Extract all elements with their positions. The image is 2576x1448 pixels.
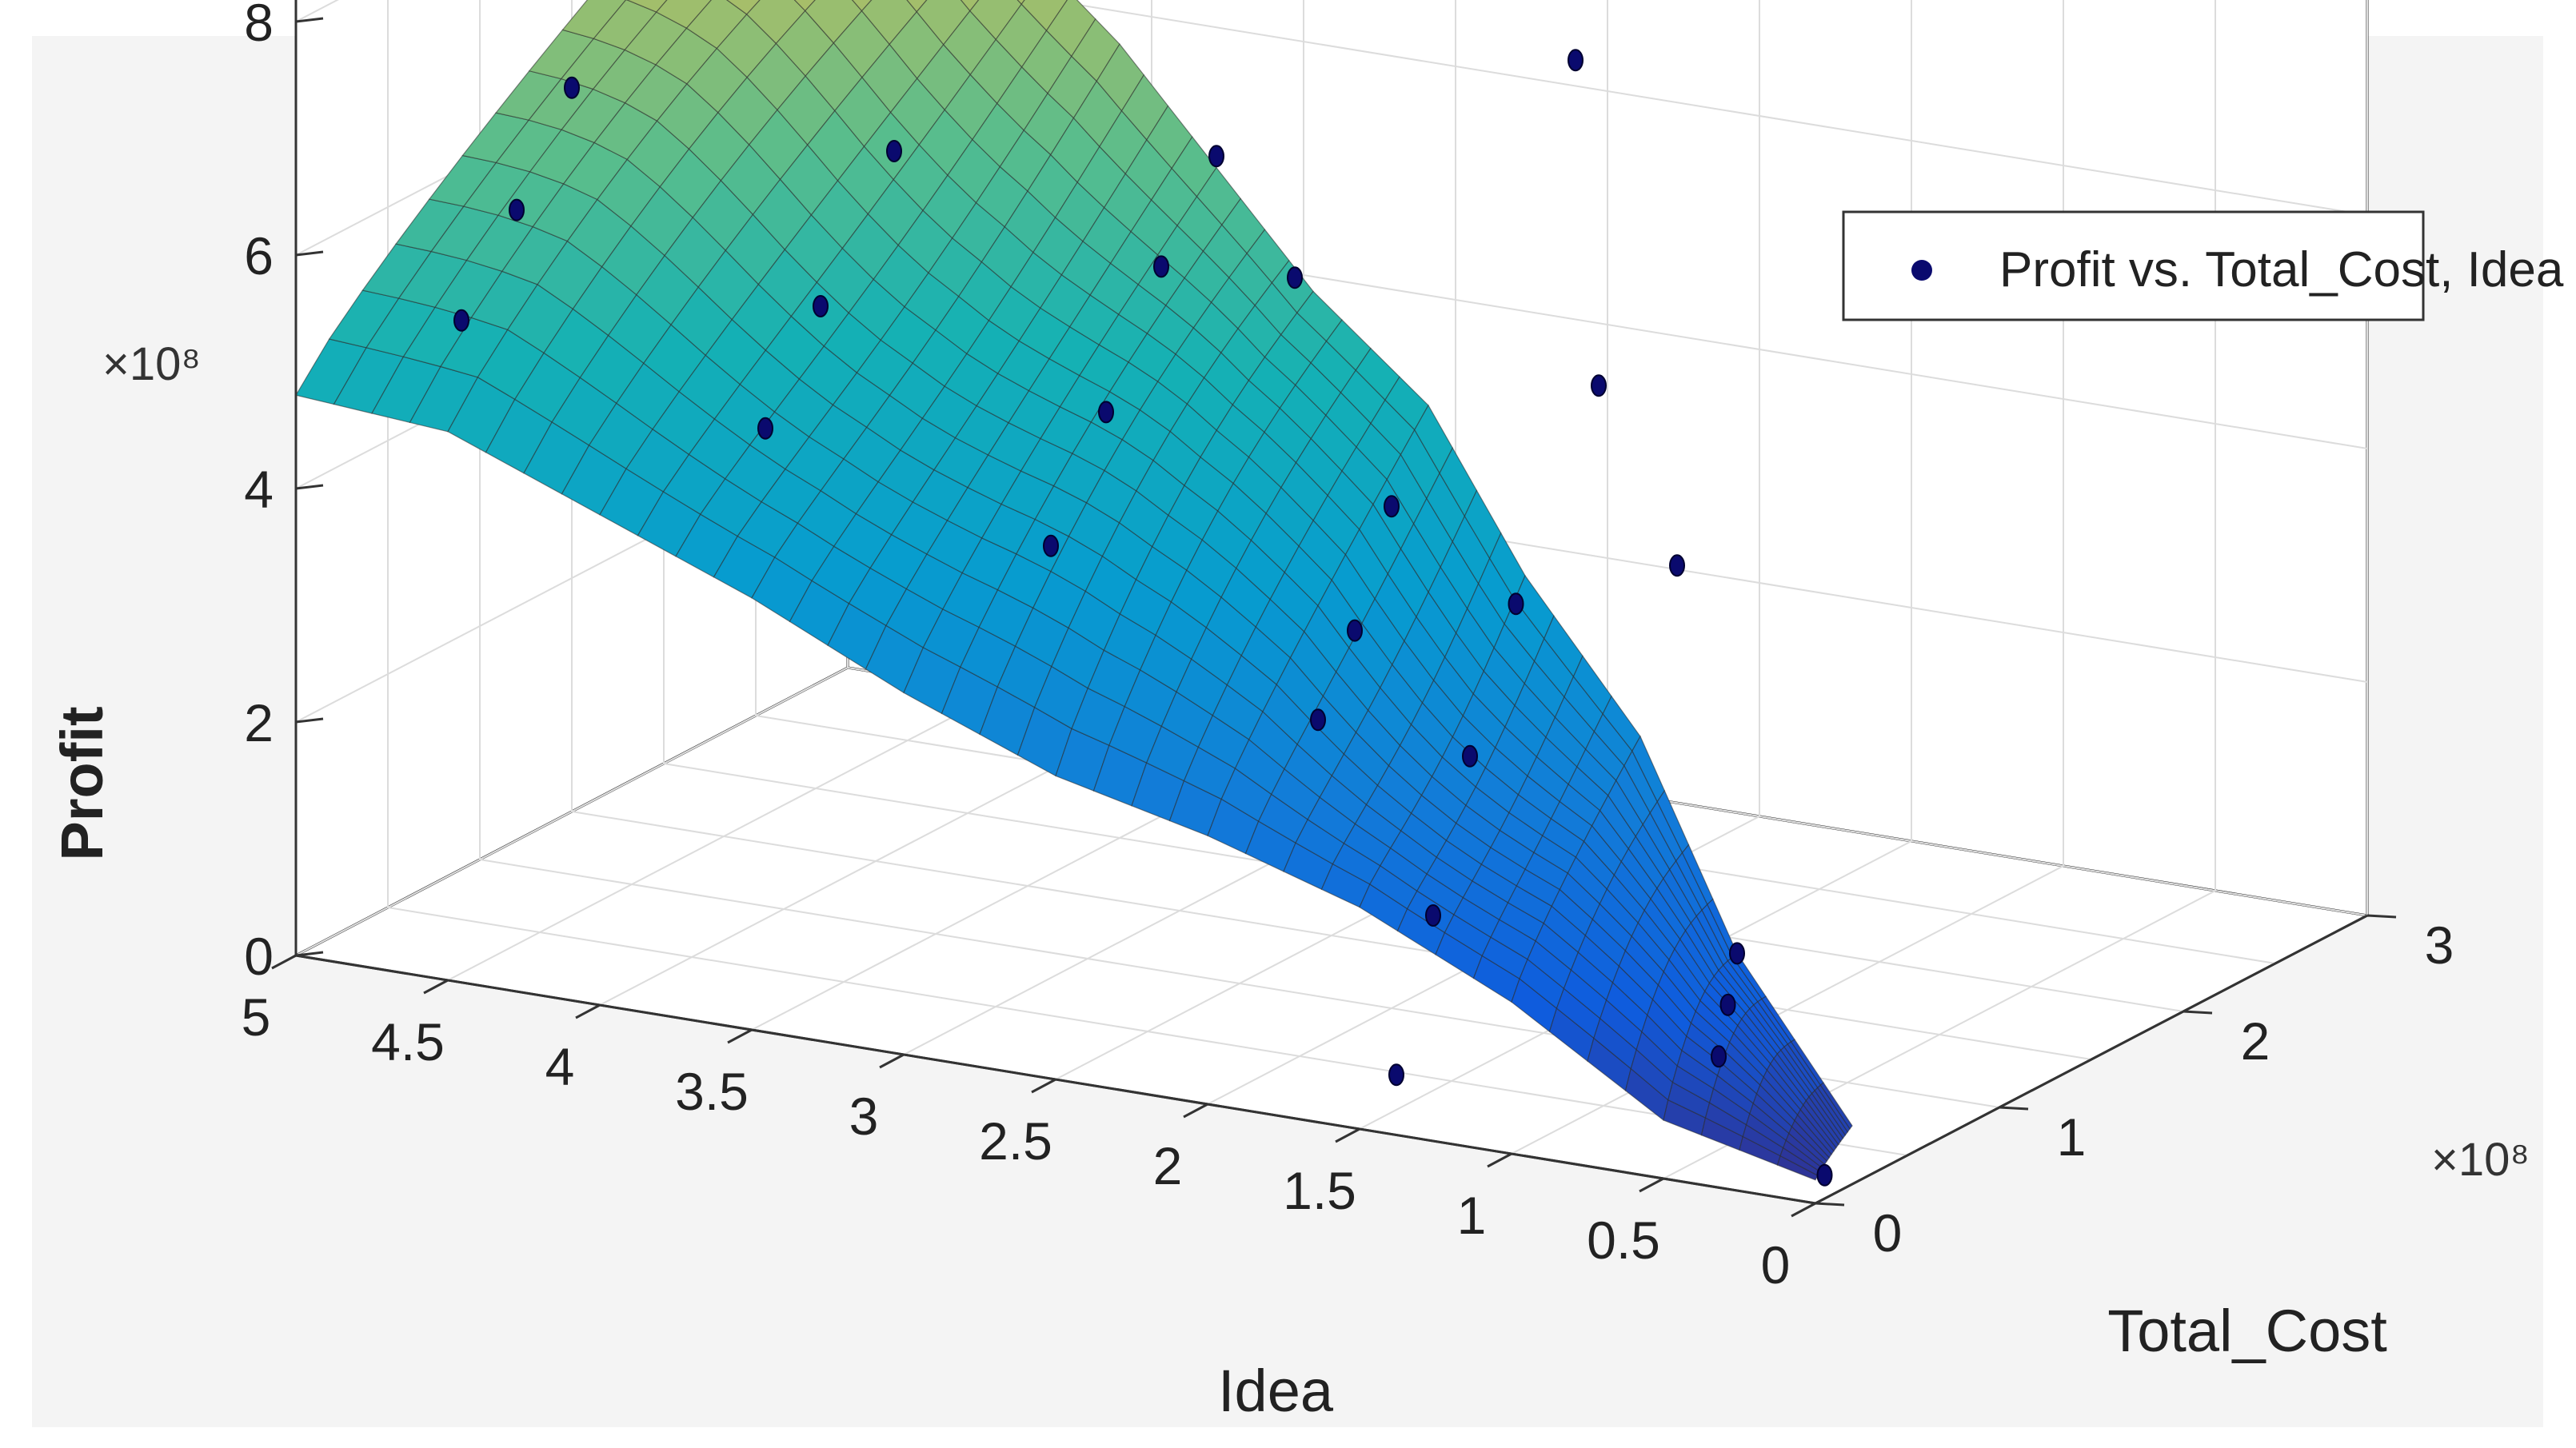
data-point — [564, 76, 580, 99]
legend-marker-icon — [1911, 260, 1932, 281]
data-point — [1384, 495, 1400, 518]
data-point — [1711, 1045, 1727, 1068]
surface-patch — [793, 0, 816, 12]
data-point — [1287, 266, 1303, 289]
tick-labels: 5 4.5 4 3.5 3 2.5 2 1.5 1 0.5 0 0 1 2 3 0 2 4 6 8 — [242, 0, 2454, 1294]
data-point — [1388, 1063, 1404, 1087]
x-tick-label: 3 — [849, 1087, 879, 1146]
z-tick-mark — [295, 951, 324, 957]
data-point — [1568, 49, 1584, 72]
data-point — [886, 140, 902, 162]
z-axis-label: Profit — [49, 706, 115, 860]
z-tick-label: 2 — [244, 693, 274, 752]
z-tick-mark — [295, 17, 324, 23]
x-tick-label: 5 — [242, 987, 271, 1047]
y-tick-mark — [1999, 1106, 2029, 1111]
x-tick-mark — [575, 1003, 601, 1019]
surface-patch — [726, 0, 761, 15]
y-axis-line — [1815, 914, 2368, 1205]
z-tick-label: 8 — [244, 0, 274, 52]
side-gridline — [295, 667, 849, 956]
data-point — [1098, 401, 1114, 424]
data-point — [813, 295, 829, 317]
x-tick-mark — [1031, 1078, 1056, 1094]
surface-patch — [1819, 1082, 1853, 1130]
x-tick-mark — [1183, 1103, 1208, 1119]
y-axis-label: Total_Cost — [2107, 1298, 2387, 1364]
y-tick-label: 3 — [2425, 915, 2454, 975]
data-point — [1462, 744, 1478, 768]
data-point — [1153, 255, 1169, 278]
x-tick-mark — [879, 1053, 905, 1069]
floor-gridline — [387, 907, 1908, 1156]
y-exponent-label: ×10⁸ — [2431, 1134, 2530, 1186]
data-point — [1208, 145, 1224, 168]
data-point — [1347, 619, 1363, 642]
data-point — [1669, 554, 1685, 577]
data-point — [1310, 708, 1326, 732]
x-tick-label: 2.5 — [979, 1111, 1052, 1171]
surface-patch — [1016, 0, 1025, 6]
z-tick-mark — [295, 250, 324, 257]
data-point — [1816, 1163, 1833, 1187]
y-tick-mark — [2183, 1010, 2213, 1015]
data-point — [1425, 904, 1441, 927]
legend: Profit vs. Total_Cost, Idea — [1842, 210, 2564, 321]
x-tick-mark — [727, 1028, 753, 1044]
floor-gridline — [571, 811, 2092, 1060]
data-point — [509, 198, 525, 221]
data-point — [1508, 592, 1524, 616]
z-tick-mark — [295, 484, 324, 490]
x-tick-label: 1.5 — [1283, 1161, 1356, 1220]
back-gridline — [1044, 0, 2368, 216]
y-tick-label: 1 — [2057, 1107, 2087, 1167]
z-tick-mark — [295, 717, 324, 724]
data-point — [1729, 942, 1745, 965]
data-point — [757, 417, 773, 440]
data-point — [1591, 374, 1607, 397]
x-tick-mark — [1791, 1202, 1816, 1218]
x-tick-mark — [423, 979, 449, 995]
surface-patch — [906, 0, 928, 13]
x-tick-mark — [1335, 1127, 1360, 1143]
data-point — [453, 309, 469, 332]
surface-patch — [960, 0, 980, 12]
surface-patch — [851, 0, 873, 12]
y-tick-mark — [2366, 914, 2397, 919]
y-tick-label: 0 — [1873, 1203, 1903, 1263]
x-tick-label: 0.5 — [1587, 1211, 1660, 1270]
x-tick-mark — [1639, 1177, 1664, 1193]
y-tick-mark — [1815, 1202, 1845, 1207]
z-tick-label: 0 — [244, 927, 274, 986]
legend-entry: Profit vs. Total_Cost, Idea — [1999, 242, 2564, 297]
data-point — [1719, 993, 1736, 1016]
z-exponent-label: ×10⁸ — [102, 338, 201, 390]
x-tick-label: 0 — [1761, 1235, 1791, 1294]
x-tick-mark — [271, 954, 297, 970]
x-tick-mark — [1487, 1152, 1512, 1168]
profit-surface — [295, 0, 1853, 1181]
data-point — [1043, 534, 1059, 557]
x-tick-label: 1 — [1457, 1186, 1487, 1245]
legend-box — [1842, 210, 2425, 321]
data-points — [453, 49, 1833, 1187]
y-tick-label: 2 — [2241, 1011, 2270, 1071]
x-axis-label: Idea — [1218, 1358, 1334, 1424]
z-tick-label: 6 — [244, 226, 274, 285]
x-tick-label: 4 — [545, 1037, 575, 1096]
x-tick-label: 3.5 — [675, 1062, 749, 1121]
x-tick-label: 4.5 — [371, 1012, 445, 1071]
z-tick-label: 4 — [244, 460, 274, 519]
surface-patch — [625, 0, 668, 13]
x-tick-label: 2 — [1153, 1136, 1183, 1195]
